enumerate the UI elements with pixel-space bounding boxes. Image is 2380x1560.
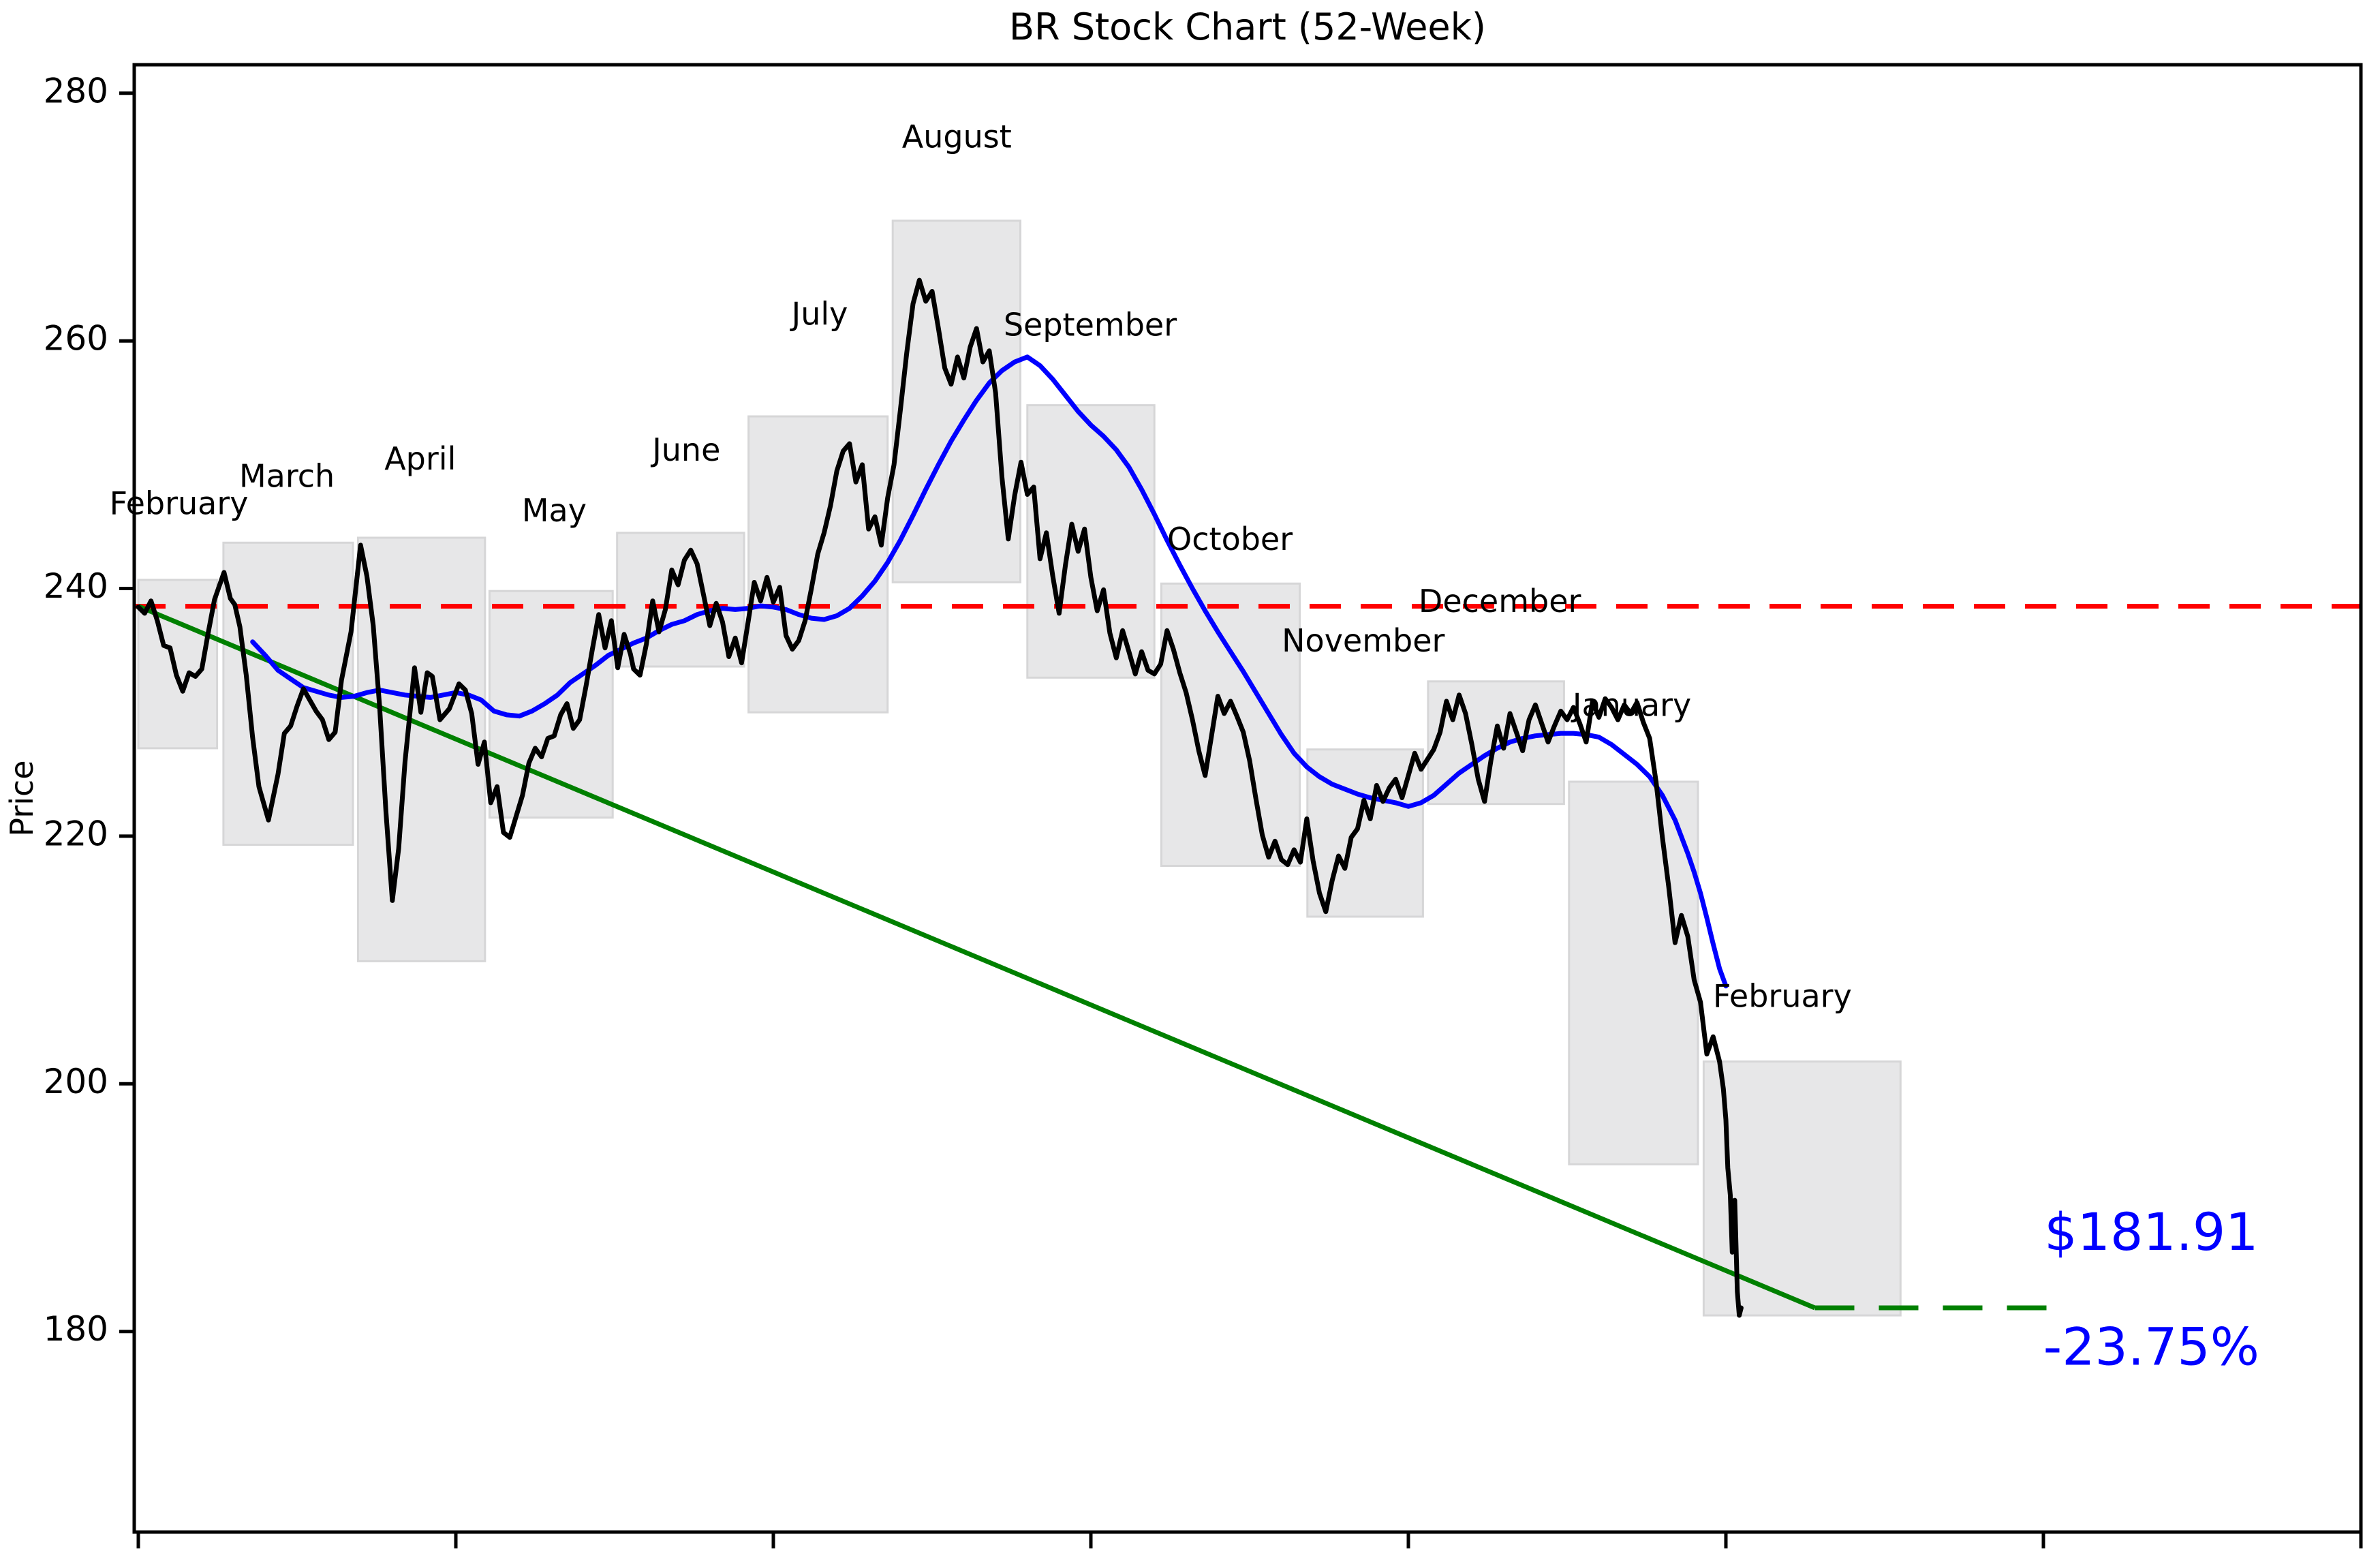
month-label: January	[1571, 687, 1691, 724]
y-tick-label: 200	[44, 1062, 108, 1101]
data-series-lines	[136, 277, 1744, 1318]
price-line	[136, 277, 1744, 1318]
month-label: December	[1419, 583, 1581, 620]
reference-lines	[134, 604, 2361, 1311]
month-range-box	[356, 536, 486, 962]
month-label: April	[384, 440, 456, 477]
month-range-box	[1160, 582, 1301, 867]
y-tick-label: 220	[44, 814, 108, 853]
y-tick-label: 240	[44, 566, 108, 606]
y-tick-label: 260	[44, 319, 108, 358]
month-range-box	[891, 219, 1021, 583]
y-tick-label: 180	[44, 1309, 108, 1349]
month-label: September	[1004, 307, 1177, 343]
month-label: October	[1167, 521, 1293, 557]
month-range-box	[1306, 748, 1424, 918]
y-axis-label: Price	[3, 760, 40, 836]
trend-line	[137, 604, 1816, 1311]
month-label: February	[1713, 977, 1852, 1014]
month-label: March	[239, 457, 335, 494]
month-range-box	[488, 590, 614, 819]
month-label: May	[522, 492, 587, 529]
annotation-percent-change: -23.75%	[2043, 1317, 2259, 1377]
end-annotations: $181.91 -23.75%	[2043, 1202, 2259, 1377]
month-range-box	[1702, 1060, 1902, 1317]
axes-frame: 180 200 220 240 260 280	[44, 63, 2363, 1548]
y-tick-label: 280	[44, 71, 108, 110]
month-range-box	[1568, 780, 1699, 1165]
ma-line	[250, 354, 1729, 989]
annotation-final-price: $181.91	[2044, 1202, 2258, 1262]
month-label: July	[790, 295, 848, 332]
month-range-box	[616, 532, 745, 668]
month-label: August	[902, 119, 1012, 155]
month-label: February	[110, 485, 249, 521]
plot-frame	[132, 63, 2363, 1534]
month-label: June	[650, 431, 720, 468]
chart-title: BR Stock Chart (52-Week)	[1009, 5, 1486, 48]
month-label: November	[1282, 622, 1444, 659]
